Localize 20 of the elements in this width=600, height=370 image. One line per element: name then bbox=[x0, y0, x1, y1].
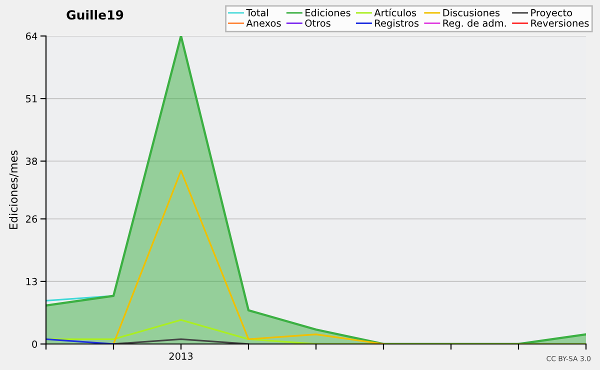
legend-label: Registros bbox=[375, 19, 419, 29]
legend-label: Artículos bbox=[374, 8, 416, 16]
legend-label: Ediciones bbox=[306, 8, 350, 16]
legend-label: Anexos bbox=[246, 20, 281, 27]
chart-title: Guille19 bbox=[66, 10, 124, 20]
legend-label: Proyecto bbox=[531, 9, 572, 18]
y-tick-label: 13 bbox=[26, 278, 37, 286]
legend-label: Otros bbox=[305, 19, 330, 27]
legend-label: Discusiones bbox=[443, 8, 500, 16]
y-tick-label: 26 bbox=[26, 215, 38, 223]
legend-label: Reversiones bbox=[531, 19, 589, 27]
y-tick-label: 51 bbox=[26, 95, 37, 102]
y-tick-label: 38 bbox=[26, 158, 37, 165]
legend-label: Total bbox=[246, 8, 268, 16]
y-axis-title: Ediciones/mes bbox=[8, 150, 18, 229]
x-tick-label: 2013 bbox=[169, 352, 193, 360]
y-tick-label: 0 bbox=[32, 340, 38, 348]
y-tick-label: 64 bbox=[26, 32, 38, 40]
legend-label: Reg. de adm. bbox=[443, 19, 506, 29]
line-series bbox=[112, 170, 384, 344]
